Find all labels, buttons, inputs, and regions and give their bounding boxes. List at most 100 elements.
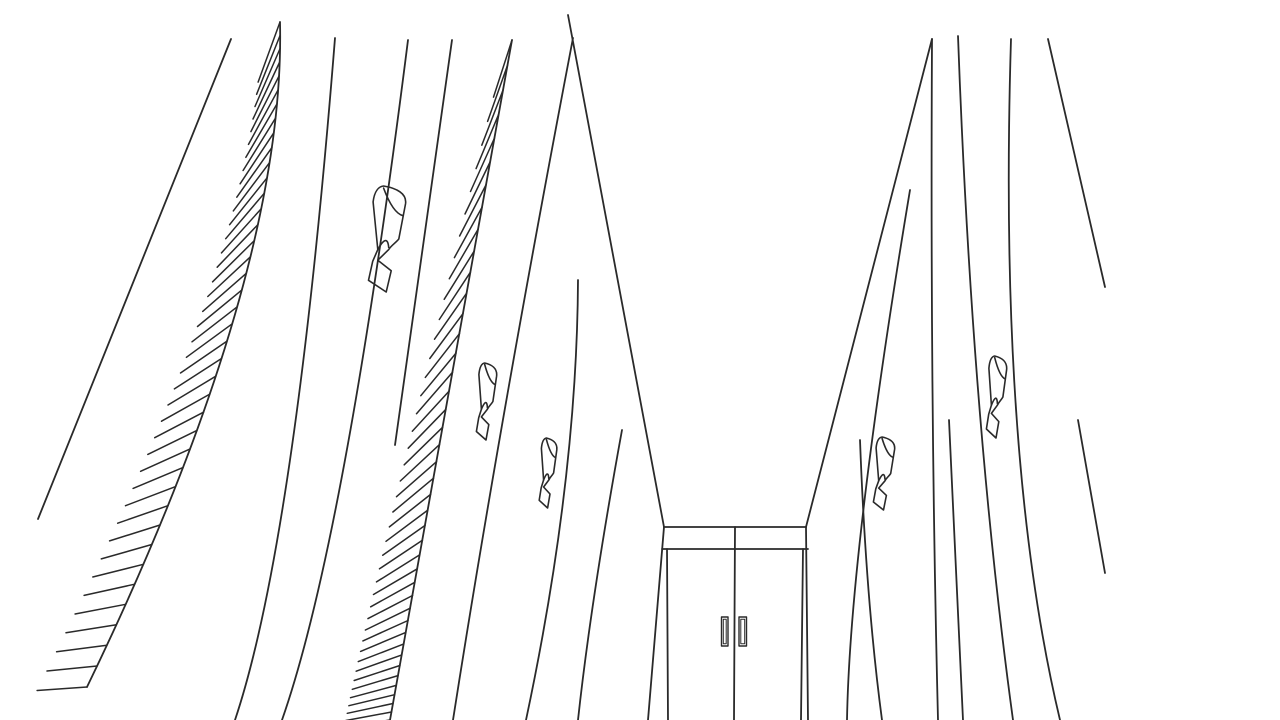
handle-outline <box>985 355 1008 439</box>
hatch-tick <box>424 332 461 379</box>
hatch-tick <box>367 594 414 620</box>
hatch-tick <box>433 292 468 340</box>
hatch-tick <box>351 674 399 691</box>
door-left-jamb <box>647 526 665 720</box>
handle-detail <box>382 187 404 217</box>
hatch-tick <box>201 272 248 313</box>
handle-detail <box>993 356 1006 380</box>
hatch-tick <box>375 553 421 583</box>
hatch-tick <box>167 375 217 406</box>
hatch-tick <box>216 223 259 268</box>
shadow-gap-left-bound <box>394 39 453 446</box>
hatch-tick <box>429 312 464 360</box>
hatch-tick <box>448 228 479 280</box>
hatch-tick <box>255 34 281 96</box>
hatch-tick <box>191 306 238 343</box>
handle-outline <box>872 436 896 511</box>
shadow-hatch-band-1-spine-line <box>86 21 282 688</box>
cabinet-pull-handle <box>538 437 558 509</box>
hatch-tick <box>92 563 145 578</box>
hatch-tick <box>247 88 279 146</box>
door-right-leaf-edge <box>800 548 804 720</box>
locker-face-edge-right <box>930 38 939 720</box>
handle-detail <box>545 438 557 459</box>
left-wall-lockers <box>36 14 665 720</box>
locker-edge-5 <box>525 279 579 720</box>
hatch-tick <box>369 581 416 608</box>
locker-edge-r5 <box>1007 38 1061 720</box>
hatch-tick <box>147 429 198 456</box>
handle-detail <box>480 401 489 410</box>
hatch-tick <box>46 665 98 672</box>
hatch-tick <box>475 113 500 170</box>
hatch-tick <box>173 357 223 390</box>
handle-detail <box>990 397 999 406</box>
hatch-tick <box>355 654 403 672</box>
hatch-tick <box>345 711 393 720</box>
hatch-tick <box>153 411 205 439</box>
hatch-tick <box>362 619 409 642</box>
hatch-tick <box>399 443 441 482</box>
hatch-tick <box>453 206 483 259</box>
hatch-tick <box>415 371 454 415</box>
hatch-tick <box>492 39 513 98</box>
handle-outline <box>475 362 498 441</box>
hatch-tick <box>346 702 394 715</box>
hatch-tick <box>372 568 419 596</box>
door-handle-left <box>720 616 729 647</box>
handle-detail <box>483 363 496 386</box>
hatch-tick <box>100 543 153 560</box>
door-left-leaf-edge <box>666 548 669 720</box>
hatch-tick <box>407 408 447 449</box>
hatch-tick <box>411 390 450 432</box>
hatch-tick <box>250 75 280 133</box>
locker-edge-6 <box>577 429 623 720</box>
handle-detail <box>377 239 390 251</box>
hatch-tick <box>239 132 275 185</box>
hatch-tick <box>196 289 243 328</box>
shadow-hatch-band-1 <box>36 21 282 692</box>
hatch-tick <box>486 64 509 123</box>
hatch-tick <box>348 693 396 707</box>
hatch-tick <box>245 103 278 159</box>
shadow-hatch-band-2 <box>345 39 513 720</box>
hatch-tick <box>469 137 496 193</box>
hatch-tick <box>211 239 256 283</box>
hatch-tick <box>254 47 281 108</box>
door-handle-outer <box>738 616 748 647</box>
hatch-tick <box>74 603 127 615</box>
locker-edge-r7 <box>1077 419 1106 574</box>
hatch-tick <box>236 146 273 198</box>
hatch-tick <box>232 161 271 212</box>
locker-edge-outer <box>37 38 232 520</box>
handle-detail <box>881 437 894 459</box>
door-center-divider <box>733 526 736 720</box>
hatch-tick <box>353 664 401 682</box>
hatch-tick <box>458 183 487 237</box>
hatch-tick <box>65 623 118 634</box>
locker-edge-r1 <box>846 189 911 720</box>
hatch-tick <box>116 504 169 524</box>
cabinet-pull-handle <box>475 362 498 441</box>
hatch-tick <box>378 539 424 570</box>
hatch-tick <box>185 323 233 359</box>
hatch-tick <box>385 509 429 543</box>
hatch-tick <box>83 583 136 597</box>
hatch-tick <box>381 524 426 556</box>
cabinet-pull-handle <box>872 436 896 511</box>
hatch-tick <box>160 393 211 422</box>
locker-edge-4 <box>452 37 574 720</box>
locker-edge-2 <box>234 37 336 720</box>
locker-edge-r4 <box>957 35 1014 720</box>
hatch-tick <box>349 684 398 699</box>
handle-detail <box>542 473 550 481</box>
right-wall-lockers <box>805 35 1106 720</box>
hatch-tick <box>124 485 177 507</box>
hatch-tick <box>392 477 435 513</box>
hatch-tick <box>357 643 405 663</box>
cabinet-pull-handle <box>367 185 407 293</box>
hatch-tick <box>438 271 472 321</box>
hall-corner-left <box>567 14 665 528</box>
